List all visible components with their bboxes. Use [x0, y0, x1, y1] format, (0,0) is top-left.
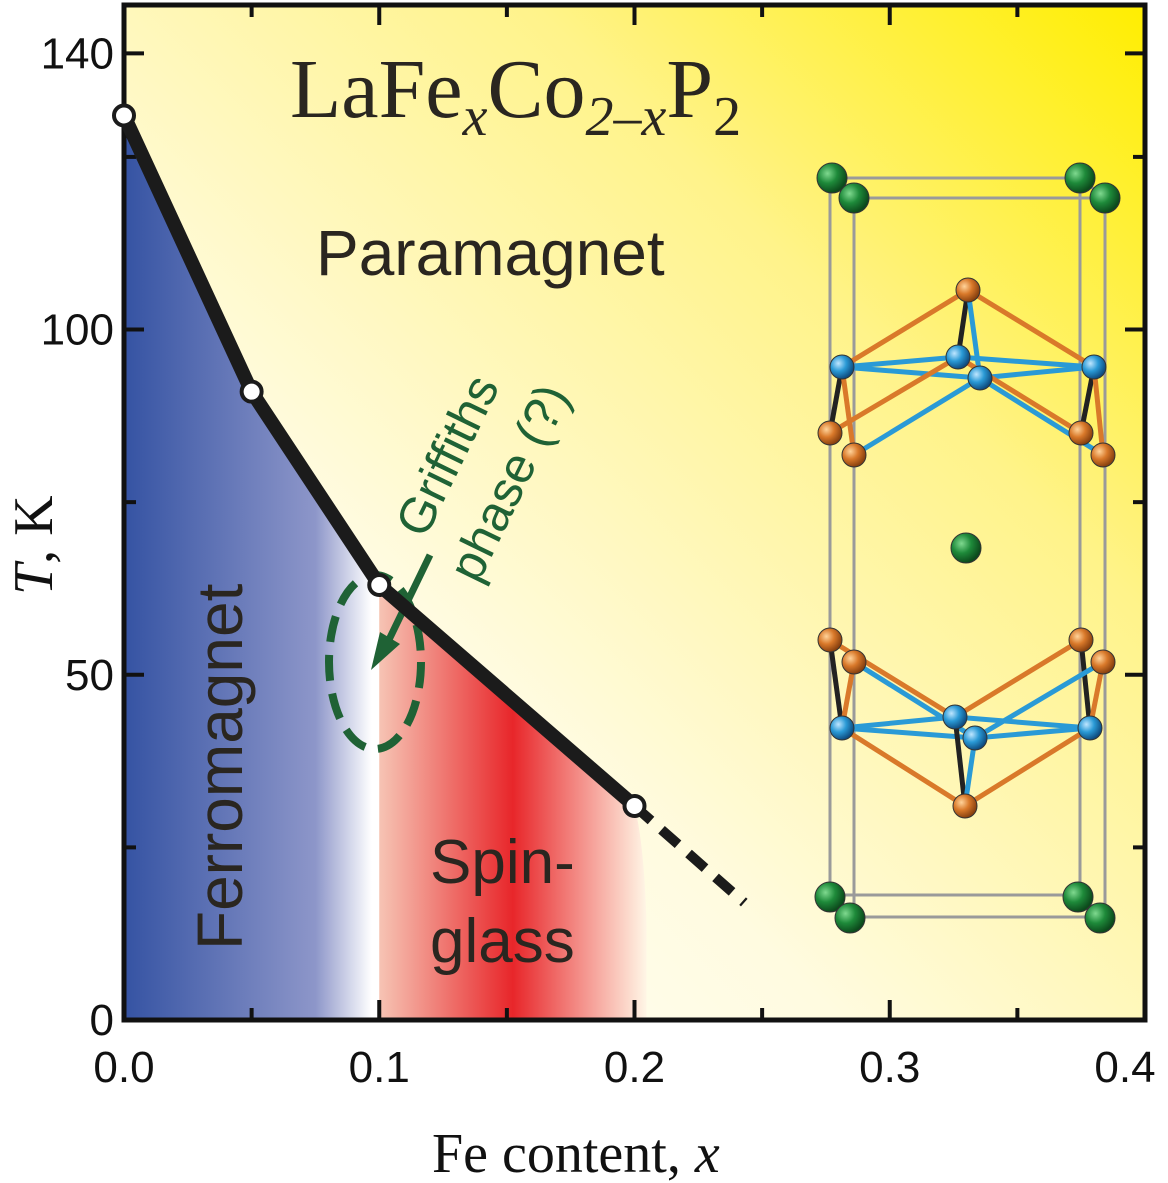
transition-metal-atom: [967, 365, 993, 391]
data-point: [622, 793, 647, 818]
y-tick-label: 0: [90, 996, 114, 1045]
data-point: [239, 379, 264, 404]
la-atom: [834, 902, 866, 934]
atoms: [814, 162, 1121, 934]
x-tick-label: 0.4: [1094, 1043, 1155, 1092]
transition-metal-atom: [942, 704, 968, 730]
title-sub1: x: [462, 86, 488, 148]
p-atom: [841, 442, 867, 468]
data-point: [367, 573, 392, 597]
transition-metal-atom: [829, 715, 855, 741]
p-atom: [1090, 649, 1116, 675]
transition-metal-atom: [1077, 715, 1103, 741]
title-end: P: [666, 43, 713, 136]
p-atom: [817, 627, 843, 653]
la-atom: [838, 182, 870, 214]
phase-boundary-line: [117, 112, 640, 812]
crystal-structure-inset: [814, 162, 1121, 934]
transition-metal-atom: [829, 354, 855, 380]
y-axis-title-var: T: [3, 560, 65, 595]
p-atom: [952, 793, 978, 819]
p-atom: [1068, 627, 1094, 653]
transition-metal-atom: [962, 725, 988, 751]
title-sub2: 2–x: [585, 86, 666, 148]
spin-glass-region: [379, 585, 647, 1020]
x-tick-label: 0.1: [349, 1043, 410, 1092]
la-atom: [814, 881, 846, 913]
p-atom: [1068, 420, 1094, 446]
ferromagnet-label: Ferromagnet: [184, 583, 256, 950]
y-tick-label: 100: [41, 306, 114, 355]
spin-glass-label-line2: glass: [430, 907, 575, 976]
data-point: [112, 103, 136, 128]
chart-title: LaFexCo2–xP2: [290, 43, 741, 148]
la-atom: [1062, 881, 1094, 913]
y-tick-label: 140: [41, 29, 114, 78]
y-axis-title-text: , K: [3, 495, 65, 563]
spin-glass-label-line1: Spin-: [430, 828, 575, 897]
paramagnet-label: Paramagnet: [316, 217, 665, 289]
axis-tick-labels: 0.0 0.1 0.2 0.3 0.4 0 50 100 140: [41, 29, 1156, 1092]
la-atom: [1064, 162, 1096, 194]
la-atom: [816, 162, 848, 194]
x-tick-label: 0.2: [604, 1043, 665, 1092]
y-tick-label: 50: [65, 651, 114, 700]
title-base: LaFe: [290, 43, 463, 136]
x-axis-title-var: x: [694, 1123, 720, 1183]
phase-boundary-extrapolation: [631, 802, 748, 907]
y-axis-title: T, K: [3, 495, 65, 595]
transition-metal-atom: [945, 344, 971, 370]
title-sub3: 2: [713, 86, 741, 148]
x-axis-title-text: Fe content,: [432, 1123, 695, 1183]
la-atom: [1084, 902, 1116, 934]
p-atom: [841, 649, 867, 675]
x-tick-label: 0.0: [93, 1043, 154, 1092]
x-axis-title: Fe content, x: [432, 1123, 720, 1183]
ferromagnet-region: [124, 115, 380, 1020]
p-atom: [1090, 442, 1116, 468]
x-tick-label: 0.3: [859, 1043, 920, 1092]
title-mid: Co: [487, 43, 585, 136]
axis-ticks: [122, 5, 1147, 1022]
data-points: [112, 103, 647, 818]
p-atom: [817, 420, 843, 446]
la-atom: [950, 532, 982, 564]
transition-metal-atom: [1081, 354, 1107, 380]
la-atom: [1089, 182, 1121, 214]
p-atom: [955, 277, 981, 303]
